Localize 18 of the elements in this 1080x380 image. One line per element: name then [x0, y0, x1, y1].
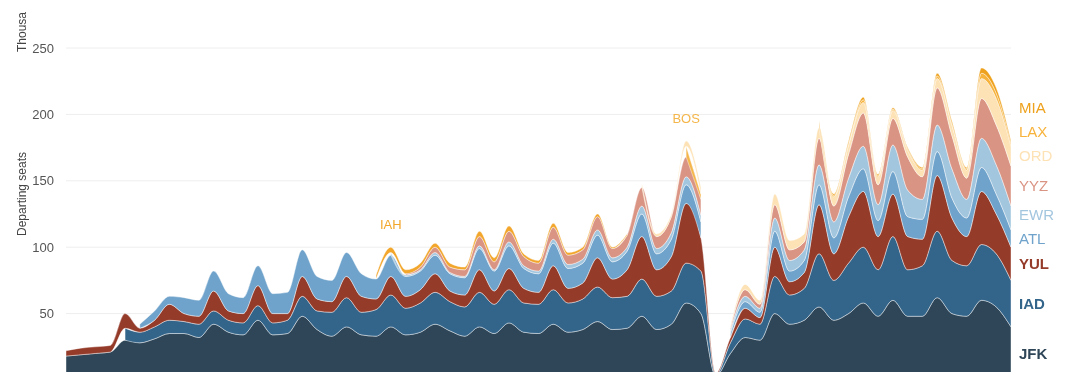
y-tick-label: 150 — [32, 173, 54, 189]
series-label: YUL — [1019, 255, 1049, 273]
y-tick-label: 50 — [39, 306, 54, 322]
series-label: YYZ — [1019, 177, 1049, 195]
series-label: MIA — [1019, 99, 1046, 117]
series-label: ATL — [1019, 229, 1046, 247]
series-label: JFK — [1019, 344, 1048, 362]
y-tick-label: 250 — [32, 40, 54, 56]
y-tick-label: 100 — [32, 239, 54, 255]
series-label: ORD — [1019, 147, 1053, 165]
y-tick-label: 200 — [32, 106, 54, 122]
series-label: IAD — [1019, 294, 1045, 312]
series-label: BOS — [672, 110, 701, 126]
series-label: IAH — [380, 217, 402, 233]
text: Thousa — [15, 11, 29, 52]
y-axis-title: Departing seats — [15, 151, 29, 237]
series-label: EWR — [1019, 205, 1055, 223]
series-label: LAX — [1019, 123, 1048, 141]
